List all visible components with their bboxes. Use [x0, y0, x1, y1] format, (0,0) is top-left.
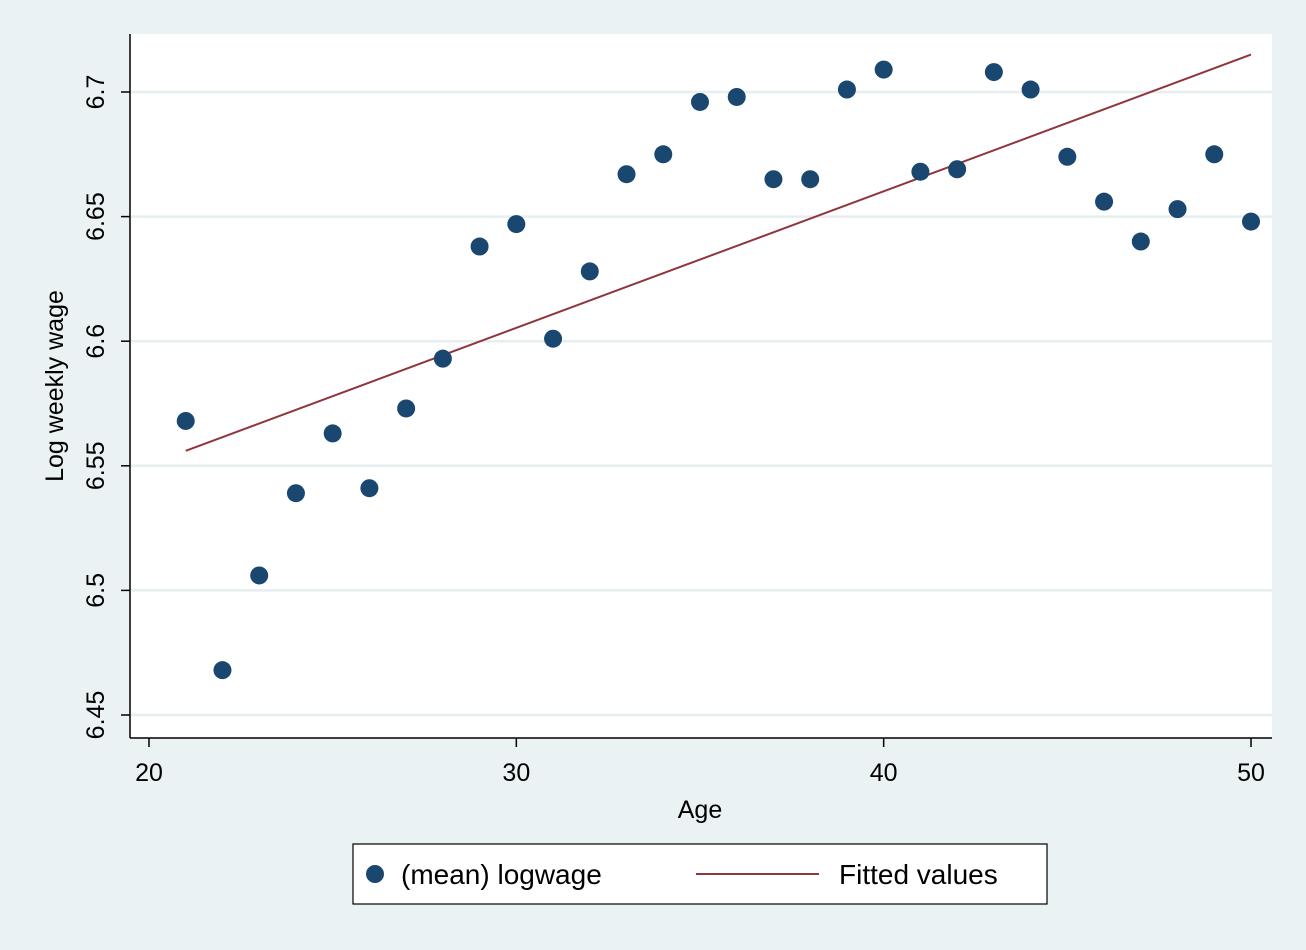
- scatter-point: [176, 411, 195, 430]
- legend-marker-scatter: [366, 865, 384, 883]
- scatter-point: [470, 237, 489, 256]
- y-tick-label: 6.65: [82, 192, 110, 241]
- fitted-values-line: [185, 53, 1252, 452]
- scatter-point: [323, 424, 342, 443]
- scatter-point: [250, 566, 269, 585]
- y-tick-label: 6.45: [82, 691, 110, 740]
- scatter-point: [1205, 145, 1224, 164]
- y-tick-label: 6.5: [82, 573, 110, 608]
- scatter-point: [1242, 212, 1260, 231]
- plot-area: [130, 34, 1272, 738]
- scatter-point: [691, 92, 709, 111]
- scatter-point: [874, 60, 893, 79]
- x-tick-label: 20: [135, 759, 163, 787]
- legend: (mean) logwage Fitted values: [352, 843, 1048, 905]
- scatter-point: [507, 215, 526, 234]
- y-axis: 6.45 6.5 6.55 6.6 6.65 6.7: [82, 34, 131, 740]
- y-tick-label: 6.55: [82, 441, 110, 490]
- scatter-point: [764, 170, 783, 189]
- scatter-point: [286, 484, 305, 503]
- y-axis-title: Log weekly wage: [41, 290, 69, 482]
- scatter-point: [617, 165, 636, 184]
- grid: [130, 90, 1272, 717]
- x-tick-label: 50: [1237, 759, 1265, 787]
- scatter-point: [397, 399, 416, 418]
- y-tick-label: 6.7: [82, 75, 110, 110]
- scatter-point: [654, 145, 673, 164]
- scatter-point: [1168, 200, 1187, 219]
- scatter-point: [727, 87, 746, 106]
- scatter-point: [837, 80, 856, 99]
- x-axis: 20 30 40 50: [130, 737, 1272, 787]
- legend-label-fitted: Fitted values: [839, 859, 998, 890]
- scatter-points-layer: [176, 60, 1260, 680]
- scatter-point: [948, 160, 967, 179]
- x-axis-title: Age: [678, 796, 722, 824]
- scatter-point: [1095, 192, 1114, 211]
- scatter-point: [1131, 232, 1150, 251]
- x-tick-label: 30: [502, 759, 530, 787]
- scatter-point: [984, 63, 1003, 82]
- legend-label-scatter: (mean) logwage: [401, 859, 602, 890]
- scatter-point: [801, 170, 820, 189]
- scatter-point: [213, 661, 232, 680]
- x-tick-label: 40: [870, 759, 898, 787]
- y-tick-label: 6.6: [82, 324, 110, 359]
- scatter-point: [911, 162, 930, 181]
- scatter-point: [360, 479, 379, 498]
- fitted-line-layer: [185, 53, 1252, 452]
- scatter-point: [544, 329, 563, 348]
- scatter-point: [433, 349, 452, 368]
- scatter-point: [1058, 147, 1077, 166]
- scatter-point: [580, 262, 599, 281]
- scatter-point: [1021, 80, 1040, 99]
